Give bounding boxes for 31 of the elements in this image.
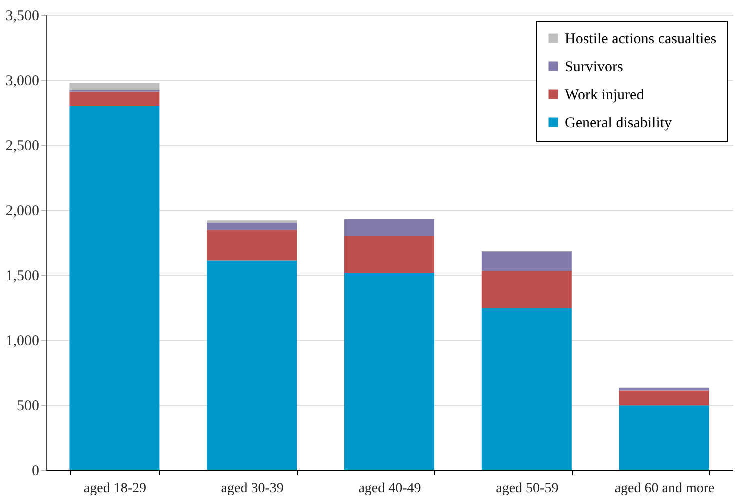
y-tick-label: 1,500 — [6, 268, 40, 284]
bar — [482, 308, 572, 470]
legend-label: General disability — [565, 116, 673, 132]
bar — [207, 260, 298, 470]
y-tick-label: 500 — [17, 398, 40, 414]
bar — [344, 273, 434, 470]
y-tick-label: 2,000 — [6, 204, 40, 220]
y-tick-label: 2,500 — [6, 138, 40, 154]
legend-label: Work injured — [565, 88, 645, 104]
x-tick-label: aged 40-49 — [358, 482, 422, 496]
bar — [344, 236, 434, 274]
y-tick-label: 0 — [32, 464, 40, 480]
y-tick-label: 3,000 — [6, 74, 40, 90]
y-tick-label: 3,500 — [6, 8, 40, 24]
bar — [619, 406, 710, 470]
x-tick-label: aged 60 and more — [614, 482, 715, 496]
bar — [619, 390, 710, 406]
legend-label: Hostile actions casualties — [565, 32, 717, 48]
bar — [70, 106, 160, 470]
x-tick-label: aged 30-39 — [221, 482, 284, 496]
x-tick-label: aged 50-59 — [496, 482, 559, 496]
bar — [344, 219, 434, 236]
bar — [70, 92, 160, 106]
bar — [207, 230, 298, 261]
bar — [207, 223, 298, 230]
bar — [70, 83, 160, 90]
x-tick-label: aged 18-29 — [84, 482, 146, 496]
legend-label: Survivors — [565, 60, 624, 76]
bar — [482, 271, 572, 308]
bar — [482, 252, 572, 272]
y-tick-label: 1,000 — [6, 334, 40, 350]
